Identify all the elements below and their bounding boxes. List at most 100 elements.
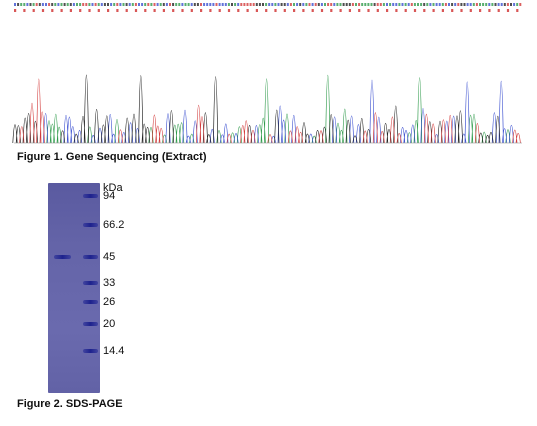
sequence-glyph (29, 3, 32, 6)
sequence-glyph (460, 3, 463, 6)
sequence-glyph (519, 3, 522, 6)
figure-1-caption: Figure 1. Gene Sequencing (Extract) (17, 151, 207, 163)
sequence-glyph (373, 3, 376, 6)
trace-a (46, 74, 511, 144)
amino-acid-glyph (413, 9, 417, 12)
sequence-glyph (249, 3, 252, 6)
amino-acid-glyph (479, 9, 482, 12)
sequence-glyph (497, 3, 500, 6)
sequence-glyph (389, 3, 392, 6)
amino-acid-glyph (283, 9, 286, 12)
amino-acid-glyph (367, 9, 370, 12)
amino-acid-glyph (23, 9, 26, 12)
sequence-glyph (85, 3, 88, 6)
sequence-glyph (72, 3, 75, 6)
sequence-glyph (209, 3, 212, 6)
sequence-glyph (472, 3, 475, 6)
amino-acid-glyph (134, 9, 138, 12)
amino-acid-glyph (41, 9, 45, 12)
sequence-glyph (423, 3, 426, 6)
sequence-glyph (475, 3, 478, 6)
sequence-glyph (119, 3, 122, 6)
amino-acid-glyph (404, 9, 407, 12)
amino-acid-glyph (441, 9, 444, 12)
sequence-glyph (91, 3, 94, 6)
amino-acid-glyph (97, 9, 100, 12)
sequence-glyph (398, 3, 401, 6)
sequence-glyph (76, 3, 78, 6)
sequence-glyph (438, 3, 441, 6)
amino-acid-glyph (209, 9, 212, 12)
sequence-glyph (271, 3, 274, 6)
sequence-glyph (131, 3, 134, 6)
sequence-text-row (14, 3, 522, 6)
amino-acid-glyph (79, 9, 82, 12)
sequence-glyph (113, 3, 116, 6)
amino-acid-glyph (190, 9, 193, 12)
sequence-glyph (187, 3, 190, 6)
sequence-glyph (48, 3, 51, 6)
sequence-glyph (190, 3, 193, 6)
amino-acid-text-row (14, 9, 519, 12)
sequence-glyph (134, 3, 137, 6)
sequence-glyph (404, 3, 407, 6)
sequence-glyph (138, 3, 140, 6)
sequence-glyph (491, 3, 494, 6)
amino-acid-glyph (376, 9, 379, 12)
amino-acid-glyph (227, 9, 231, 12)
sequence-glyph (358, 3, 361, 6)
amino-acid-glyph (302, 9, 305, 12)
sds-page-gel (48, 183, 100, 393)
amino-acid-glyph (218, 9, 221, 12)
amino-acid-glyph (237, 9, 240, 12)
sequence-glyph (451, 3, 454, 6)
sequence-glyph (103, 3, 106, 6)
sequence-glyph (361, 3, 364, 6)
sequence-glyph (457, 3, 460, 6)
sequence-glyph (488, 3, 491, 6)
sequence-glyph (14, 3, 16, 6)
sequence-glyph (240, 3, 243, 6)
sequence-glyph (181, 3, 184, 6)
sequence-glyph (203, 3, 206, 6)
sequence-glyph (218, 3, 221, 6)
sequence-glyph (506, 3, 509, 6)
amino-acid-glyph (162, 9, 165, 12)
marker-label: 33 (103, 276, 116, 289)
sequence-glyph (63, 3, 66, 6)
sequence-glyph (463, 3, 466, 6)
sequence-glyph (376, 3, 379, 6)
sequence-glyph (479, 3, 481, 6)
sequence-glyph (277, 3, 280, 6)
sequence-glyph (320, 3, 323, 6)
sequence-glyph (345, 3, 348, 6)
sequence-glyph (221, 3, 224, 6)
amino-acid-glyph (395, 9, 398, 12)
sequence-glyph (299, 3, 302, 6)
sequence-glyph (262, 3, 264, 6)
sequence-glyph (224, 3, 227, 6)
sequence-glyph (500, 3, 503, 6)
sequence-glyph (268, 3, 271, 6)
amino-acid-glyph (423, 9, 426, 12)
sequence-glyph (234, 3, 237, 6)
sequence-glyph (196, 3, 199, 6)
sequence-glyph (367, 3, 370, 6)
sequence-glyph (110, 3, 113, 6)
sequence-glyph (317, 3, 320, 6)
sequence-glyph (60, 3, 63, 6)
sequence-glyph (38, 3, 41, 6)
sequence-glyph (193, 3, 196, 6)
kda-unit-label: kDa (103, 182, 123, 194)
sequence-glyph (172, 3, 175, 6)
sequence-glyph (296, 3, 299, 6)
sequence-glyph (206, 3, 209, 6)
sequence-glyph (82, 3, 85, 6)
amino-acid-glyph (506, 9, 510, 12)
sequence-glyph (432, 3, 435, 6)
sequence-glyph (311, 3, 314, 6)
sequence-glyph (246, 3, 249, 6)
sequence-glyph (286, 3, 289, 6)
sequence-glyph (116, 3, 119, 6)
sequence-glyph (184, 3, 187, 6)
